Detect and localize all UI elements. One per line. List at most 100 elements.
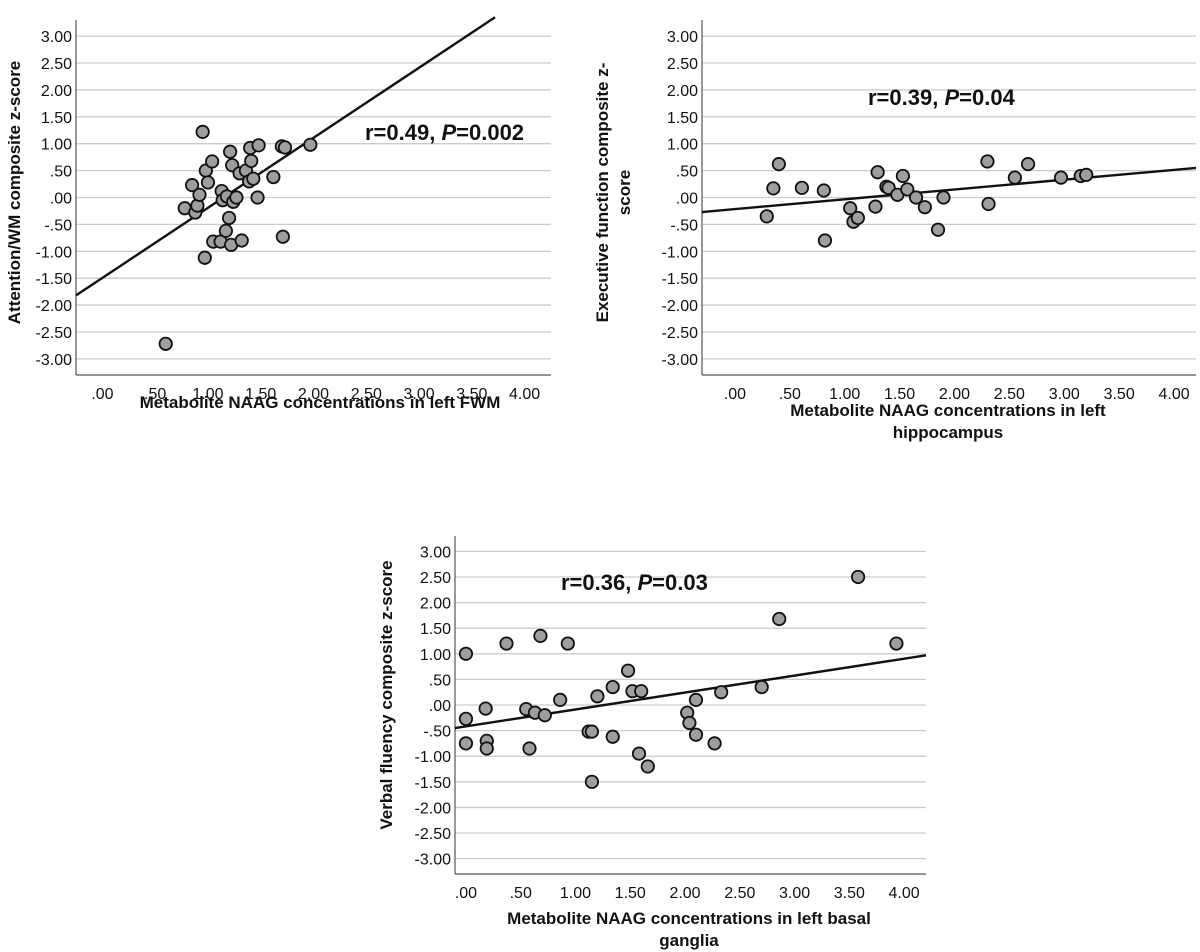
chart2-data-point bbox=[843, 201, 858, 216]
chart2-y-tick-label: -.50 bbox=[670, 217, 698, 234]
chart3-y-tick-label: -3.00 bbox=[415, 852, 452, 869]
chart1-annotation-p-symbol: P bbox=[441, 120, 456, 145]
chart2-annotation-p-value: =0.04 bbox=[959, 85, 1015, 110]
chart1-data-point bbox=[205, 154, 220, 169]
chart3-data-point bbox=[458, 711, 474, 726]
chart2-data-point bbox=[816, 183, 831, 198]
chart1-data-point bbox=[223, 144, 238, 159]
chart3-x-axis-label: Metabolite NAAG concentrations in left b… bbox=[507, 909, 871, 928]
chart2-data-point bbox=[794, 180, 809, 195]
chart1-y-tick-label: 2.00 bbox=[41, 83, 72, 100]
chart3-x-tick-label: 4.00 bbox=[889, 885, 920, 902]
chart3-x-tick-label: .50 bbox=[510, 885, 532, 902]
chart2-data-point bbox=[1053, 170, 1069, 185]
chart2-x-tick-label: 1.50 bbox=[884, 386, 915, 403]
chart1-data-point bbox=[234, 233, 249, 248]
chart1-y-tick-label: .00 bbox=[50, 191, 72, 208]
chart1-data-point bbox=[251, 138, 266, 153]
chart3-data-point bbox=[620, 663, 636, 678]
chart2-x-tick-label: 2.00 bbox=[939, 386, 970, 403]
chart3-y-tick-label: 1.50 bbox=[420, 621, 451, 638]
chart1-y-tick-label: 1.50 bbox=[41, 110, 72, 127]
chart1-data-point bbox=[158, 336, 173, 351]
chart3-data-point bbox=[889, 636, 904, 651]
chart2-y-tick-label: 3.00 bbox=[667, 29, 698, 46]
chart3-x-tick-label: 2.50 bbox=[724, 885, 755, 902]
chart2-x-axis-label: hippocampus bbox=[893, 423, 1004, 442]
chart2-data-point bbox=[917, 200, 932, 215]
chart3-y-tick-label: 2.00 bbox=[420, 596, 451, 613]
chart1-x-tick-label: 1.50 bbox=[245, 386, 276, 403]
chart1-data-point bbox=[275, 229, 290, 244]
chart2-data-point bbox=[766, 181, 781, 196]
chart1-data-point bbox=[197, 250, 212, 265]
chart2-x-tick-label: 4.00 bbox=[1158, 386, 1189, 403]
chart3-y-tick-label: .00 bbox=[429, 698, 451, 715]
chart2-y-tick-label: 1.50 bbox=[667, 110, 698, 127]
chart2-y-tick-label: 2.50 bbox=[667, 56, 698, 73]
chart1-y-tick-label: 3.00 bbox=[41, 29, 72, 46]
chart3-data-point bbox=[584, 774, 600, 789]
chart3-panel: 3.00 2.50 2.00 1.50 1.00 .50 .00 -.50 -1.00 -1.50… bbox=[377, 536, 927, 950]
chart1-x-tick-label: .00 bbox=[91, 386, 113, 403]
chart1-data-point bbox=[221, 210, 237, 226]
chart3-data-point bbox=[634, 684, 649, 699]
chart2-x-tick-label: 2.50 bbox=[994, 386, 1025, 403]
chart1-data-point bbox=[218, 223, 233, 238]
chart3-annotation-p-symbol: P bbox=[637, 570, 652, 595]
chart3-data-point bbox=[605, 679, 620, 695]
chart3-data-point bbox=[499, 636, 514, 651]
chart3-data-point bbox=[522, 741, 537, 756]
chart3-data-point bbox=[688, 727, 704, 742]
chart2-data-point bbox=[981, 196, 996, 212]
chart2-data-point bbox=[850, 210, 865, 226]
chart3-data-point bbox=[754, 679, 769, 695]
chart2-data-point bbox=[759, 209, 774, 224]
chart3-y-axis-label: Verbal fluency composite z-score bbox=[377, 560, 396, 829]
chart2-x-tick-label: .50 bbox=[779, 386, 801, 403]
chart3-data-point bbox=[479, 741, 494, 756]
chart2-annotation-r: r=0.39, bbox=[868, 85, 944, 110]
chart3-y-tick-label: .50 bbox=[429, 672, 451, 689]
chart2-data-point bbox=[895, 168, 910, 184]
chart1-x-tick-label: 2.50 bbox=[351, 386, 382, 403]
chart3-data-point bbox=[772, 611, 787, 627]
chart2-x-tick-label: 1.00 bbox=[829, 386, 860, 403]
chart2-data-point bbox=[930, 222, 946, 237]
chart2-data-point bbox=[980, 154, 995, 169]
chart1-x-tick-label: 3.00 bbox=[403, 386, 434, 403]
chart1-annotation-p-value: =0.002 bbox=[456, 120, 524, 145]
chart3-data-point bbox=[682, 715, 697, 731]
chart1-data-point bbox=[185, 178, 200, 193]
chart1-y-tick-label: -1.00 bbox=[36, 244, 73, 261]
chart3-x-tick-label: 1.50 bbox=[615, 885, 646, 902]
chart2-data-point bbox=[1079, 167, 1094, 183]
chart2-x-axis-label: Metabolite NAAG concentrations in left bbox=[790, 401, 1106, 420]
chart1-panel: 3.00 2.50 2.00 1.50 1.00 .50 .00 -.50 -1.00 -1.50… bbox=[5, 16, 551, 412]
chart2-data-point bbox=[771, 157, 786, 172]
chart2-x-tick-label: 3.50 bbox=[1104, 386, 1135, 403]
chart3-data-point bbox=[605, 729, 620, 744]
chart3-data-point bbox=[560, 636, 575, 651]
chart1-data-point bbox=[266, 169, 281, 185]
chart3-correlation-annotation: r=0.36, P=0.03 bbox=[561, 570, 708, 595]
chart3-y-tick-label: -1.00 bbox=[415, 749, 452, 766]
chart1-data-point bbox=[246, 171, 261, 186]
chart2-y-axis-label: score bbox=[615, 170, 634, 215]
chart2-data-point bbox=[870, 165, 885, 180]
chart1-x-axis-label: Metabolite NAAG concentrations in left F… bbox=[140, 393, 501, 412]
chart3-data-point bbox=[458, 646, 474, 661]
chart1-y-tick-label: .50 bbox=[50, 164, 72, 181]
chart2-y-axis-label: Executive function composite z- bbox=[593, 63, 612, 323]
chart1-data-point bbox=[277, 140, 293, 155]
chart2-y-tick-label: .50 bbox=[676, 164, 698, 181]
chart1-data-point bbox=[192, 187, 207, 202]
chart3-data-point bbox=[707, 736, 722, 751]
chart2-y-tick-label: 1.00 bbox=[667, 137, 698, 154]
chart2-x-tick-label: .00 bbox=[724, 386, 746, 403]
chart2-data-point bbox=[868, 199, 883, 214]
chart1-y-tick-label: 1.00 bbox=[41, 137, 72, 154]
chart1-y-tick-label: -3.00 bbox=[36, 352, 73, 369]
chart3-data-point bbox=[850, 569, 866, 585]
